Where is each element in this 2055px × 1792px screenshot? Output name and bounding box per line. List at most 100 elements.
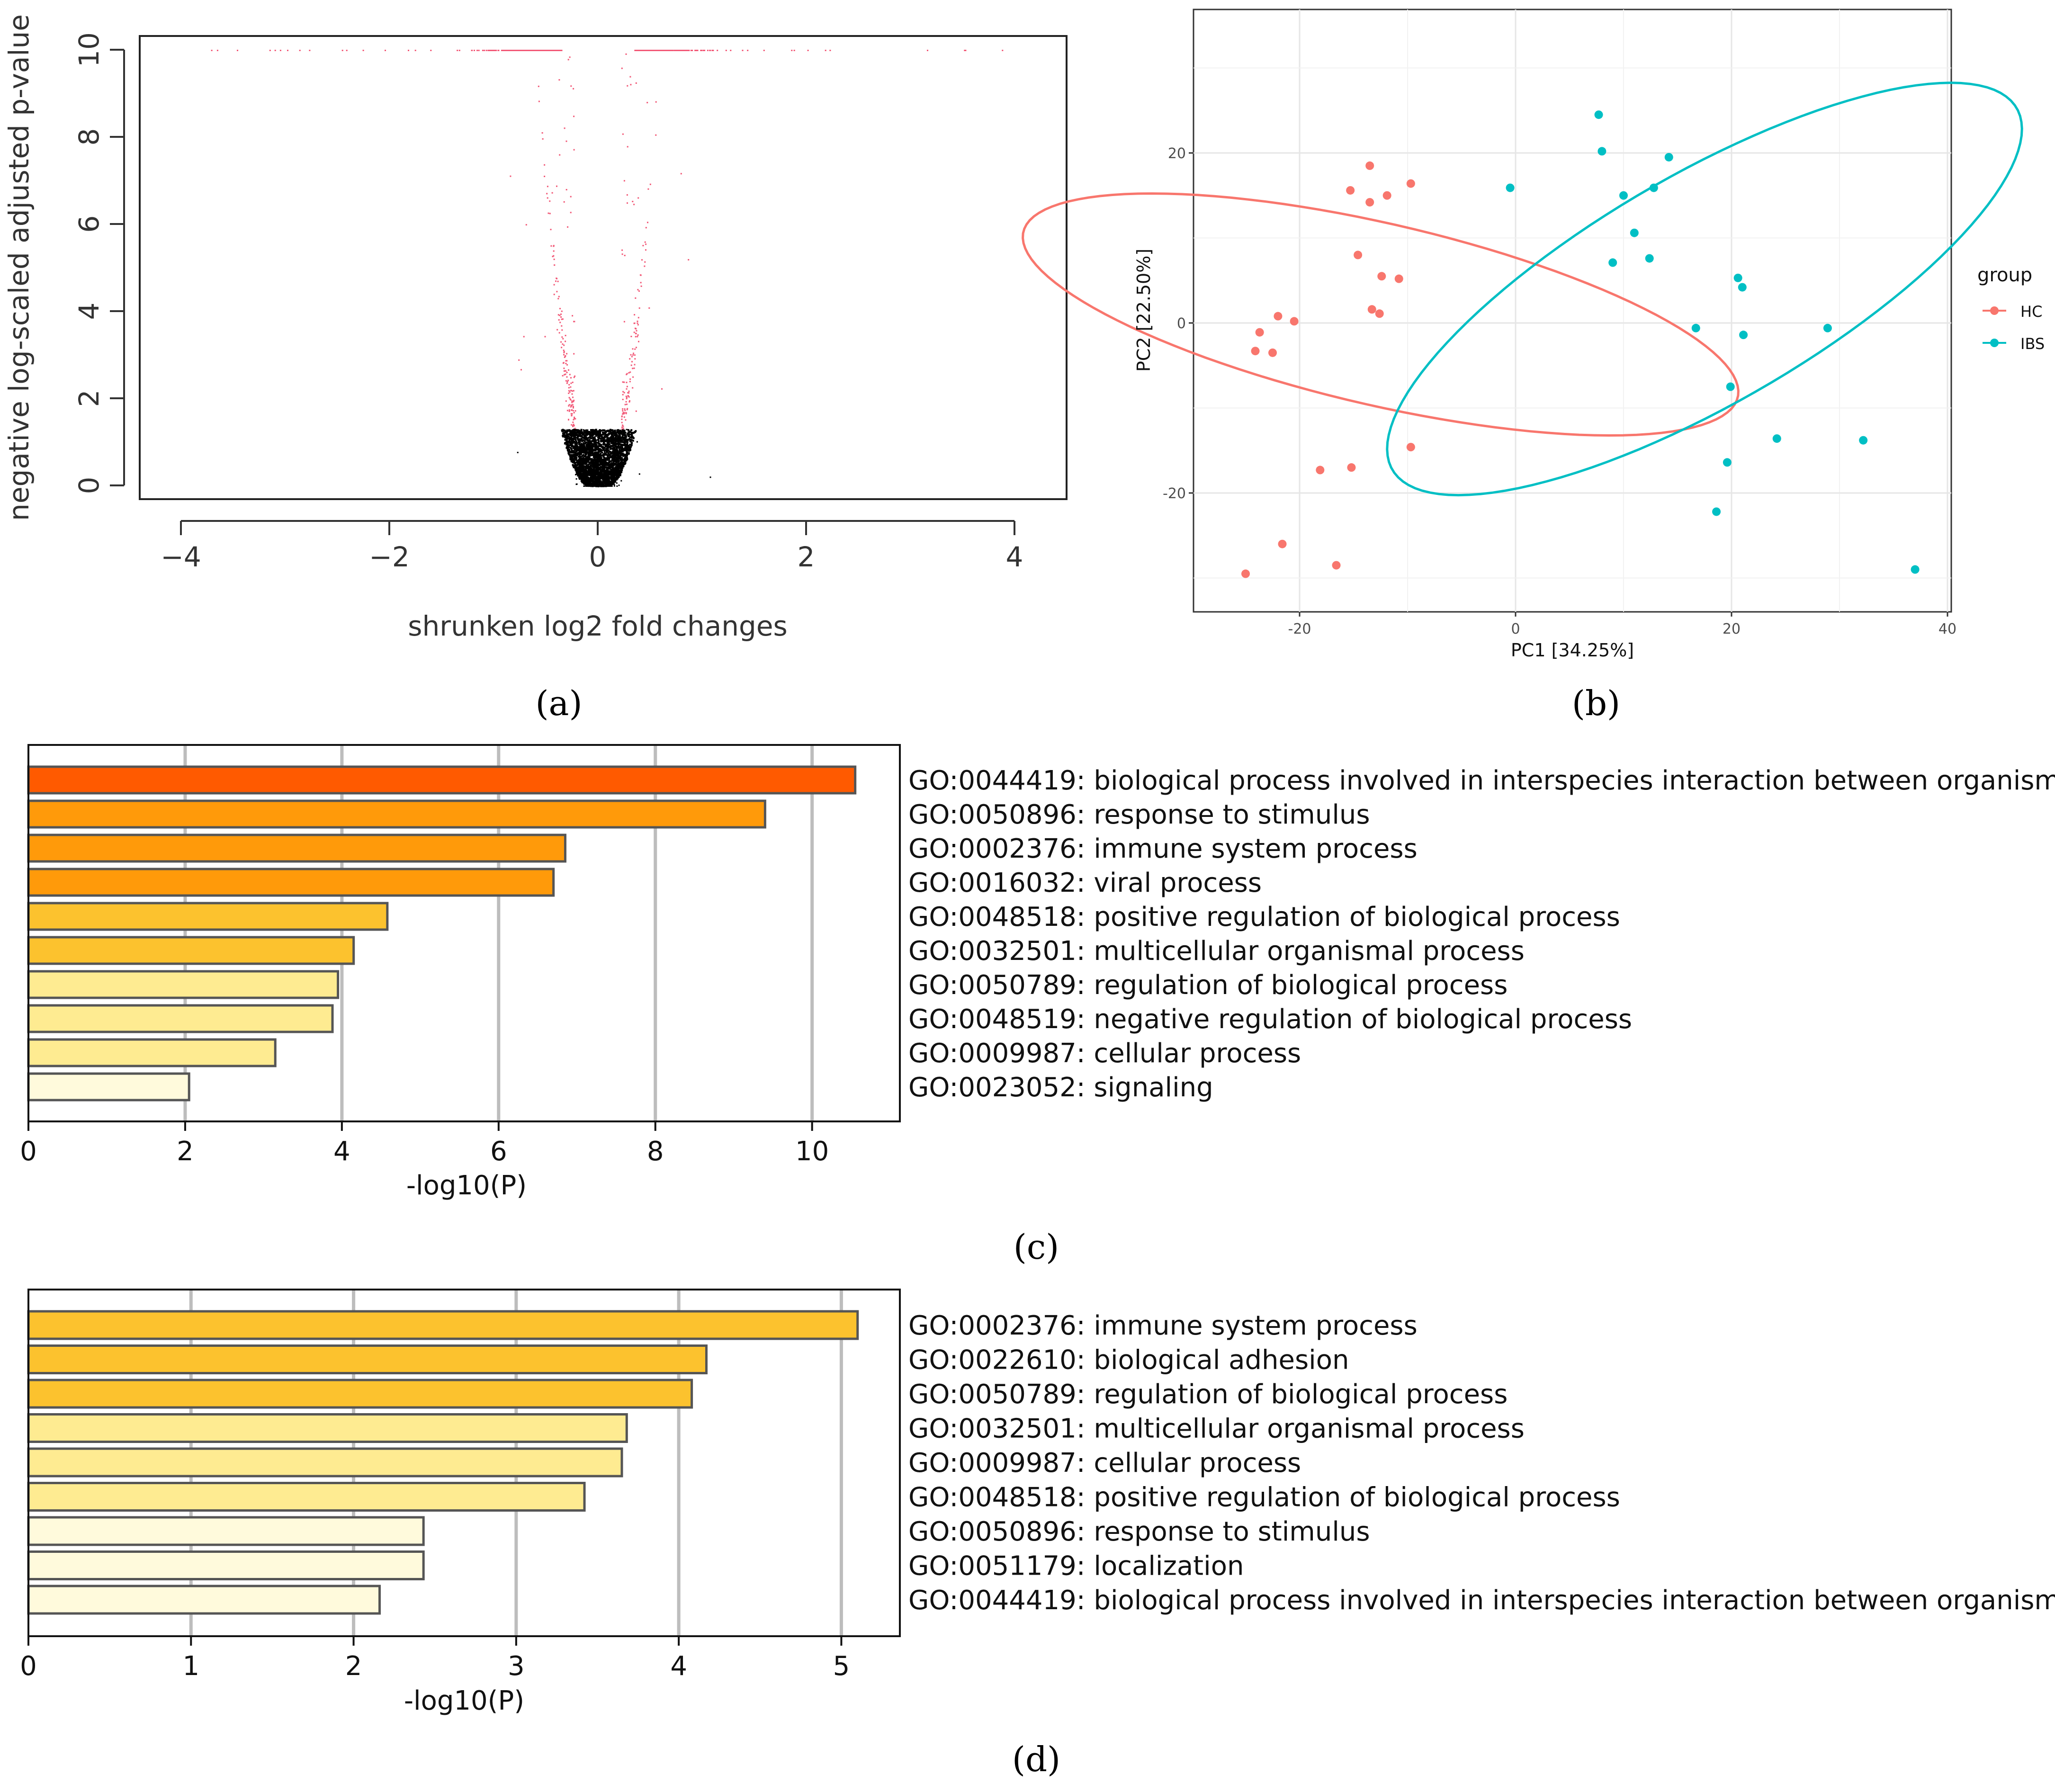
x-tick-label: 20 (1723, 621, 1741, 637)
bar (27, 1310, 859, 1340)
x-tick-label: 2 (177, 1136, 194, 1167)
x-tick-label: −2 (369, 541, 410, 573)
c-x-axis: 0 2 4 6 8 10 (20, 1121, 829, 1167)
category-label: GO:0048519: negative regulation of biolo… (908, 1004, 1632, 1035)
point-ibs (1594, 110, 1603, 119)
point-ibs (1911, 565, 1920, 574)
category-label: GO:0050896: response to stimulus (908, 1516, 1370, 1547)
y-tick-label: 0 (1177, 315, 1186, 332)
y-tick-label: 6 (73, 215, 105, 233)
point-ibs (1649, 183, 1658, 192)
point-hc (1382, 191, 1391, 200)
point-hc (1375, 309, 1384, 318)
point-ibs (1772, 434, 1781, 443)
point-ibs (1506, 183, 1515, 192)
x-tick-label: 1 (182, 1651, 199, 1682)
point-ibs (1645, 254, 1654, 263)
pca-panel-background (1193, 9, 1952, 613)
category-label: GO:0022610: biological adhesion (908, 1345, 1349, 1376)
category-label: GO:0044419: biological process involved … (908, 765, 2055, 796)
legend-hc-marker (1990, 306, 1999, 315)
y-tick-label: 4 (73, 303, 105, 320)
pca-legend: group HC IBS (1977, 264, 2045, 353)
pca-x-axis: -20 0 20 40 (1288, 612, 1956, 637)
point-hc (1377, 272, 1386, 281)
x-tick-label: 0 (589, 541, 607, 573)
panel-label-a: (a) (535, 683, 582, 723)
point-ibs (1597, 147, 1606, 156)
c-frame (27, 744, 901, 1122)
point-ibs (1608, 258, 1617, 267)
c-category-labels: GO:0044419: biological process involved … (908, 765, 2055, 1103)
significant-points (211, 50, 1004, 430)
y-tick-label: 2 (73, 390, 105, 407)
category-label: GO:0032501: multicellular organismal pro… (908, 1414, 1525, 1444)
point-hc (1316, 466, 1325, 475)
point-ibs (1726, 382, 1735, 391)
x-tick-label: 0 (20, 1651, 37, 1682)
volcano-y-axis: 0 2 4 6 8 10 (73, 32, 125, 494)
ellipse-ibs (1386, 81, 2023, 497)
d-frame (27, 1289, 901, 1637)
bar (27, 1004, 334, 1033)
volcano-x-axis: −4 −2 0 2 4 (161, 520, 1023, 573)
category-label: GO:0048518: positive regulation of biolo… (908, 902, 1620, 932)
category-label: GO:0032501: multicellular organismal pro… (908, 936, 1525, 967)
bar (27, 1413, 628, 1443)
point-ibs (1630, 228, 1639, 237)
go-bar-chart-d: 0 1 2 3 4 5 GO:0002376: immune system process… (20, 1289, 2055, 1779)
category-label: GO:0048518: positive regulation of biolo… (908, 1482, 1620, 1513)
x-tick-label: 0 (1511, 621, 1520, 637)
point-ibs (1738, 283, 1747, 292)
point-hc (1278, 539, 1287, 548)
point-ibs (1733, 273, 1742, 282)
x-tick-label: −4 (161, 541, 201, 573)
legend-hc-label: HC (2020, 303, 2042, 321)
category-label: GO:0044419: biological process involved … (908, 1585, 2055, 1616)
x-tick-label: 40 (1938, 621, 1956, 637)
d-x-axis: 0 1 2 3 4 5 (20, 1636, 850, 1682)
x-tick-label: 4 (670, 1651, 687, 1682)
bar (27, 1447, 623, 1478)
point-hc (1255, 328, 1264, 337)
pca-y-axis: -20 0 20 (1163, 145, 1194, 502)
y-tick-label: 10 (73, 32, 105, 67)
x-tick-label: 0 (20, 1136, 37, 1167)
point-hc (1274, 312, 1283, 321)
point-hc (1241, 569, 1250, 578)
bar (27, 1516, 425, 1546)
category-label: GO:0002376: immune system process (908, 833, 1418, 864)
volcano-plot: −4 −2 0 2 4 0 2 4 6 8 10 shrunken log2 fold chang… (3, 14, 1068, 723)
pca-legend-title: group (1977, 264, 2032, 286)
y-tick-label: 20 (1168, 145, 1186, 162)
point-hc (1346, 186, 1355, 195)
d-x-label: -log10(P) (404, 1685, 524, 1716)
point-hc (1394, 274, 1403, 283)
pca-ellipses (1022, 81, 2023, 497)
volcano-frame (139, 35, 1068, 500)
category-label: GO:0002376: immune system process (908, 1310, 1418, 1341)
bar (27, 1344, 708, 1374)
category-label: GO:0050896: response to stimulus (908, 799, 1370, 830)
point-hc (1354, 251, 1363, 260)
bar (27, 1379, 693, 1409)
y-tick-label: -20 (1163, 485, 1186, 502)
volcano-x-label: shrunken log2 fold changes (408, 610, 787, 642)
point-hc (1365, 161, 1374, 170)
legend-ibs-label: IBS (2020, 335, 2045, 353)
category-label: GO:0009987: cellular process (908, 1448, 1301, 1478)
volcano-y-label: negative log-scaled adjusted p-value (3, 14, 35, 521)
pca-plot: -20 0 20 40 -20 0 20 PC1 [34.25%] PC2 [22.50%… (1022, 9, 2045, 723)
bar (27, 799, 766, 829)
category-label: GO:0023052: signaling (908, 1072, 1213, 1103)
bar (27, 1585, 381, 1615)
category-label: GO:0050789: regulation of biological pro… (908, 1379, 1508, 1410)
bar (27, 970, 340, 999)
panel-label-d: (d) (1012, 1739, 1060, 1779)
panel-label-b: (b) (1572, 683, 1620, 723)
point-hc (1365, 198, 1374, 207)
d-category-labels: GO:0002376: immune system process GO:0022… (908, 1310, 2055, 1616)
y-tick-label: 0 (73, 477, 105, 494)
x-tick-label: 5 (833, 1651, 850, 1682)
bar (27, 833, 566, 863)
